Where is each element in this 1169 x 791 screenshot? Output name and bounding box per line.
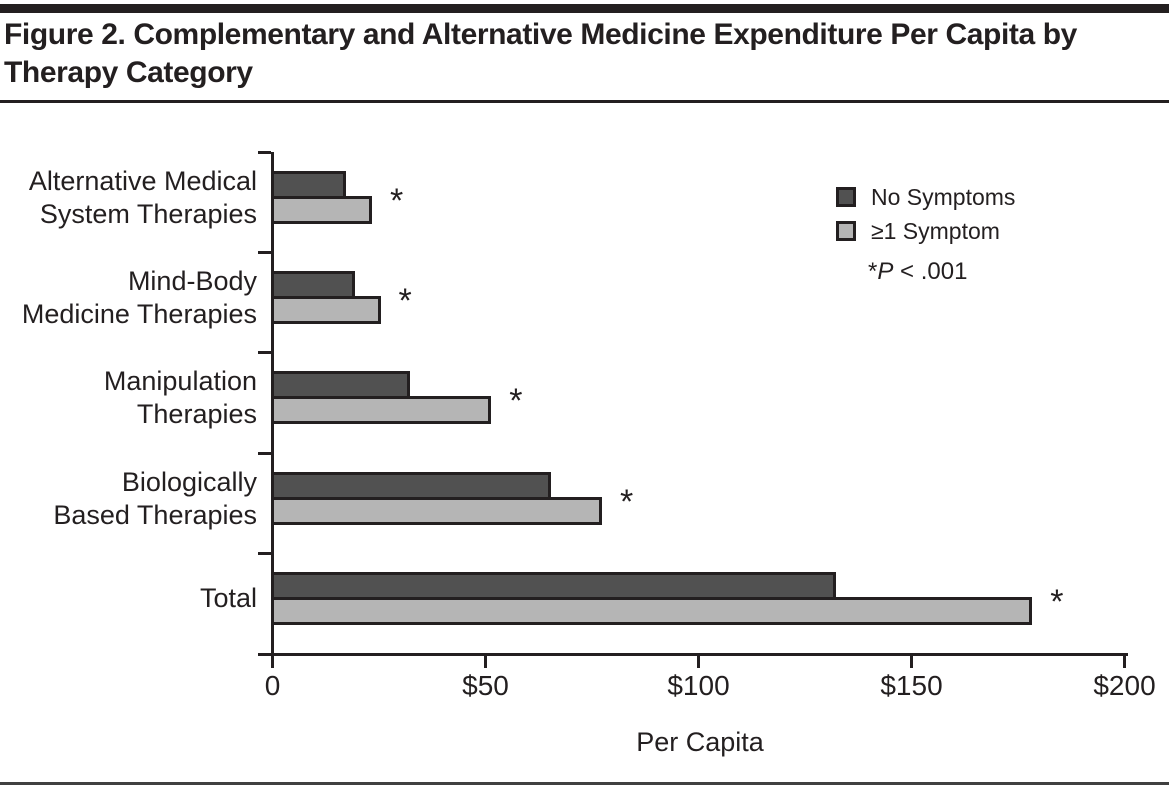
legend-item-no-symptoms: No Symptoms: [836, 180, 1015, 214]
figure-title: Figure 2. Complementary and Alternative …: [4, 18, 1077, 89]
x-tick-label: $200: [1093, 670, 1156, 701]
significance-asterisk: *: [1050, 582, 1064, 621]
significance-asterisk: *: [398, 282, 412, 321]
legend-label-ge1-symptom: ≥1 Symptom: [871, 217, 1000, 244]
y-tick: [258, 151, 271, 154]
x-tick: [910, 653, 913, 668]
top-rule: [0, 4, 1169, 13]
category-label-line: Biologically: [121, 466, 257, 497]
significance-note: *P < .001: [868, 258, 967, 286]
legend-item-ge1-symptom: ≥1 Symptom: [836, 214, 1015, 248]
note-asterisk: *: [868, 258, 878, 285]
significance-asterisk: *: [509, 382, 523, 421]
category-label: Mind-Body Medicine Therapies: [0, 265, 257, 331]
category-label-line: Mind-Body: [127, 266, 257, 297]
category-label-line: Total: [199, 583, 257, 614]
bar-ge1-symptom: [271, 296, 381, 325]
bar-ge1-symptom: [271, 396, 492, 425]
legend-swatch-light: [836, 221, 856, 241]
category-label: Total: [0, 582, 257, 615]
bar-no-symptoms: [271, 171, 347, 199]
category-label-line: Therapies: [136, 399, 257, 430]
x-tick: [484, 653, 487, 668]
category-label-line: Medicine Therapies: [21, 299, 257, 330]
bar-ge1-symptom: [271, 196, 372, 224]
bottom-rule: [0, 782, 1169, 785]
legend-label-no-symptoms: No Symptoms: [871, 183, 1016, 210]
significance-asterisk: *: [620, 482, 634, 521]
category-label: Biologically Based Therapies: [0, 466, 257, 532]
bar-ge1-symptom: [271, 496, 603, 525]
x-tick: [697, 653, 700, 668]
bar-ge1-symptom: [271, 596, 1033, 625]
x-tick-label: $50: [462, 670, 509, 701]
bar-no-symptoms: [271, 471, 551, 500]
legend: No Symptoms ≥1 Symptom: [836, 180, 1015, 248]
category-label: Alternative Medical System Therapies: [0, 165, 257, 231]
category-label: Manipulation Therapies: [0, 365, 257, 431]
x-tick-label: $150: [880, 670, 943, 701]
bar-no-symptoms: [271, 271, 355, 300]
category-label-line: Alternative Medical: [28, 166, 257, 196]
category-label-line: Manipulation: [103, 366, 257, 397]
bar-no-symptoms: [271, 571, 837, 600]
title-underline: [0, 100, 1169, 103]
significance-asterisk: *: [389, 182, 404, 220]
x-tick: [1123, 653, 1126, 668]
y-tick: [258, 351, 271, 355]
x-tick-label: 0: [264, 670, 281, 701]
x-tick-label: $100: [667, 670, 730, 701]
note-p-symbol: P: [877, 258, 894, 285]
legend-swatch-dark: [836, 187, 856, 207]
bar-no-symptoms: [271, 371, 411, 400]
y-tick: [258, 251, 271, 255]
note-threshold: < .001: [893, 258, 968, 285]
x-axis-title: Per Capita: [636, 727, 764, 757]
category-label-line: Based Therapies: [53, 499, 257, 530]
category-label-line: System Therapies: [39, 199, 257, 229]
x-tick: [271, 653, 274, 668]
y-tick: [258, 451, 271, 455]
x-axis: [258, 653, 1128, 656]
y-tick: [258, 551, 271, 555]
